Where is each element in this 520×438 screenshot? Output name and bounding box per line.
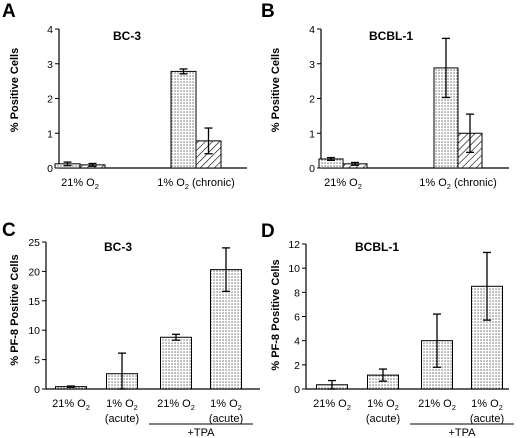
category-label: 21% O2: [61, 177, 99, 191]
y-tick-label: 4: [294, 336, 300, 348]
category-label-text: 1% O: [210, 398, 238, 410]
y-tick-label: 8: [294, 287, 300, 299]
category-label-text: 21% O: [157, 398, 191, 410]
y-tick-label: 0: [34, 384, 40, 396]
y-tick-label: 2: [47, 94, 53, 106]
category-label-line2: (acute): [209, 413, 243, 425]
y-axis-label: % PF-8 Positive Cells: [9, 254, 21, 365]
y-tick-label: 3: [309, 59, 315, 71]
category-label-text: 1% O: [157, 177, 185, 189]
y-tick-label: 1: [309, 128, 315, 140]
category-label-text: 21% O: [324, 177, 358, 189]
y-axis-label: % Positive Cells: [9, 48, 21, 132]
y-tick-label: 20: [28, 266, 40, 278]
bar: [170, 70, 197, 169]
category-label: 1% O2 (chronic): [157, 177, 235, 191]
y-tick-label: 1: [47, 128, 53, 140]
y-tick-label: 10: [288, 263, 300, 275]
tpa-bracket-label: +TPA: [448, 427, 476, 438]
category-label-subscript: 2: [238, 403, 242, 412]
category-label: 21% O2: [52, 398, 90, 412]
y-tick-label: 2: [309, 94, 315, 106]
y-tick-label: 10: [28, 325, 40, 337]
category-label: 1% O2 (chronic): [419, 177, 497, 191]
category-label: 21% O2: [418, 398, 456, 412]
y-tick-label: 15: [28, 296, 40, 308]
category-label-text: 21% O: [418, 398, 452, 410]
y-tick-label: 4: [309, 24, 315, 36]
category-label-text: 21% O: [52, 398, 86, 410]
category-label: 1% O2: [106, 398, 138, 412]
category-label-text: 21% O: [61, 177, 95, 189]
category-label-text: 1% O: [367, 398, 395, 410]
chart-title: BCBL-1: [355, 240, 399, 254]
category-label-line2: (acute): [366, 413, 400, 425]
category-label: 21% O2: [157, 398, 195, 412]
category-label-text: 1% O: [106, 398, 134, 410]
category-label-subscript: 2: [447, 182, 451, 191]
y-tick-label: 3: [47, 59, 53, 71]
category-label: 1% O2: [471, 398, 503, 412]
y-tick-label: 2: [294, 360, 300, 372]
y-axis-label: % Positive Cells: [270, 48, 282, 132]
y-tick-label: 12: [288, 239, 300, 251]
category-label-subscript: 2: [499, 403, 503, 412]
category-label-suffix: (chronic): [451, 177, 497, 189]
y-tick-label: 0: [47, 163, 53, 175]
y-tick-label: 0: [309, 163, 315, 175]
category-label-subscript: 2: [86, 403, 90, 412]
category-label-subscript: 2: [452, 403, 456, 412]
panel-letter: D: [261, 221, 275, 242]
y-tick-label: 4: [47, 24, 53, 36]
panel-c: CBC-3% PF-8 Positive Cells051015202521% …: [2, 220, 260, 438]
category-label: 21% O2: [324, 177, 362, 191]
category-label-subscript: 2: [395, 403, 399, 412]
category-label: 21% O2: [313, 398, 351, 412]
tpa-bracket-label: +TPA: [187, 427, 215, 438]
y-tick-label: 0: [294, 384, 300, 396]
chart-title: BC-3: [113, 29, 141, 43]
y-tick-label: 25: [28, 237, 40, 249]
panel-letter: C: [2, 220, 16, 241]
y-tick-label: 6: [294, 312, 300, 324]
category-label-text: 21% O: [313, 398, 347, 410]
category-label-text: 1% O: [419, 177, 447, 189]
category-label: 1% O2: [367, 398, 399, 412]
bar: [160, 336, 192, 390]
category-label-line2: (acute): [105, 413, 139, 425]
panel-letter: B: [261, 1, 275, 22]
category-label-line2: (acute): [470, 413, 504, 425]
category-label-subscript: 2: [95, 182, 99, 191]
chart-title: BCBL-1: [369, 29, 413, 43]
chart-title: BC-3: [104, 240, 132, 254]
panel-letter: A: [2, 1, 16, 22]
category-label: 1% O2: [210, 398, 242, 412]
y-axis-label: % PF-8 Positive Cells: [270, 259, 282, 370]
category-label-suffix: (chronic): [189, 177, 235, 189]
category-label-subscript: 2: [191, 403, 195, 412]
category-label-text: 1% O: [471, 398, 499, 410]
category-label-subscript: 2: [134, 403, 138, 412]
category-label-subscript: 2: [347, 403, 351, 412]
y-tick-label: 5: [34, 355, 40, 367]
category-label-subscript: 2: [185, 182, 189, 191]
category-label-subscript: 2: [358, 182, 362, 191]
